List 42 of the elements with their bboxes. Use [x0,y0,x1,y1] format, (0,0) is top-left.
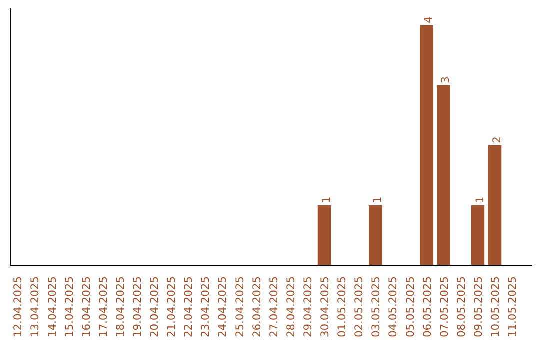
bar [318,205,332,266]
x-tick-label: 11.05.2025 [506,276,520,338]
bar [471,205,485,266]
bar [488,145,502,266]
x-tick-label: 12.04.2025 [12,276,25,338]
data-label: 4 [422,16,436,24]
x-tick-label: 26.04.2025 [250,276,264,338]
data-label: 1 [371,196,384,204]
x-tick-label: 04.05.2025 [386,276,400,338]
bar [437,85,450,266]
x-tick-label: 05.05.2025 [404,276,417,338]
data-label: 1 [320,196,333,204]
x-tick-label: 18.04.2025 [114,276,127,338]
x-tick-label: 10.05.2025 [488,276,502,338]
x-tick-label: 28.04.2025 [284,276,298,338]
bar [420,25,434,266]
x-tick-label: 03.05.2025 [370,276,383,338]
x-tick-label: 02.05.2025 [352,276,366,338]
data-label: 1 [473,196,486,204]
x-tick-label: 24.04.2025 [216,276,230,338]
x-tick-label: 21.04.2025 [165,276,178,338]
x-tick-label: 29.04.2025 [301,276,314,338]
x-tick-label: 07.05.2025 [438,276,451,338]
data-label: 2 [490,136,504,144]
x-tick-label: 30.04.2025 [318,276,332,338]
x-tick-label: 14.04.2025 [46,276,59,338]
x-tick-label: 01.05.2025 [336,276,349,338]
x-tick-label: 16.04.2025 [80,276,93,338]
data-label: 3 [439,76,452,84]
x-tick-label: 08.05.2025 [454,276,468,338]
x-tick-label: 27.04.2025 [267,276,280,338]
x-tick-label: 19.04.2025 [130,276,144,338]
x-tick-label: 25.04.2025 [233,276,246,338]
x-tick-label: 09.05.2025 [472,276,485,338]
x-tick-label: 20.04.2025 [148,276,162,338]
x-tick-label: 17.04.2025 [96,276,110,338]
x-tick-label: 22.04.2025 [182,276,196,338]
x-tick-label: 13.04.2025 [28,276,42,338]
x-tick-label: 06.05.2025 [420,276,434,338]
bar [369,205,382,266]
x-tick-label: 23.04.2025 [199,276,212,338]
x-tick-label: 15.04.2025 [62,276,76,338]
